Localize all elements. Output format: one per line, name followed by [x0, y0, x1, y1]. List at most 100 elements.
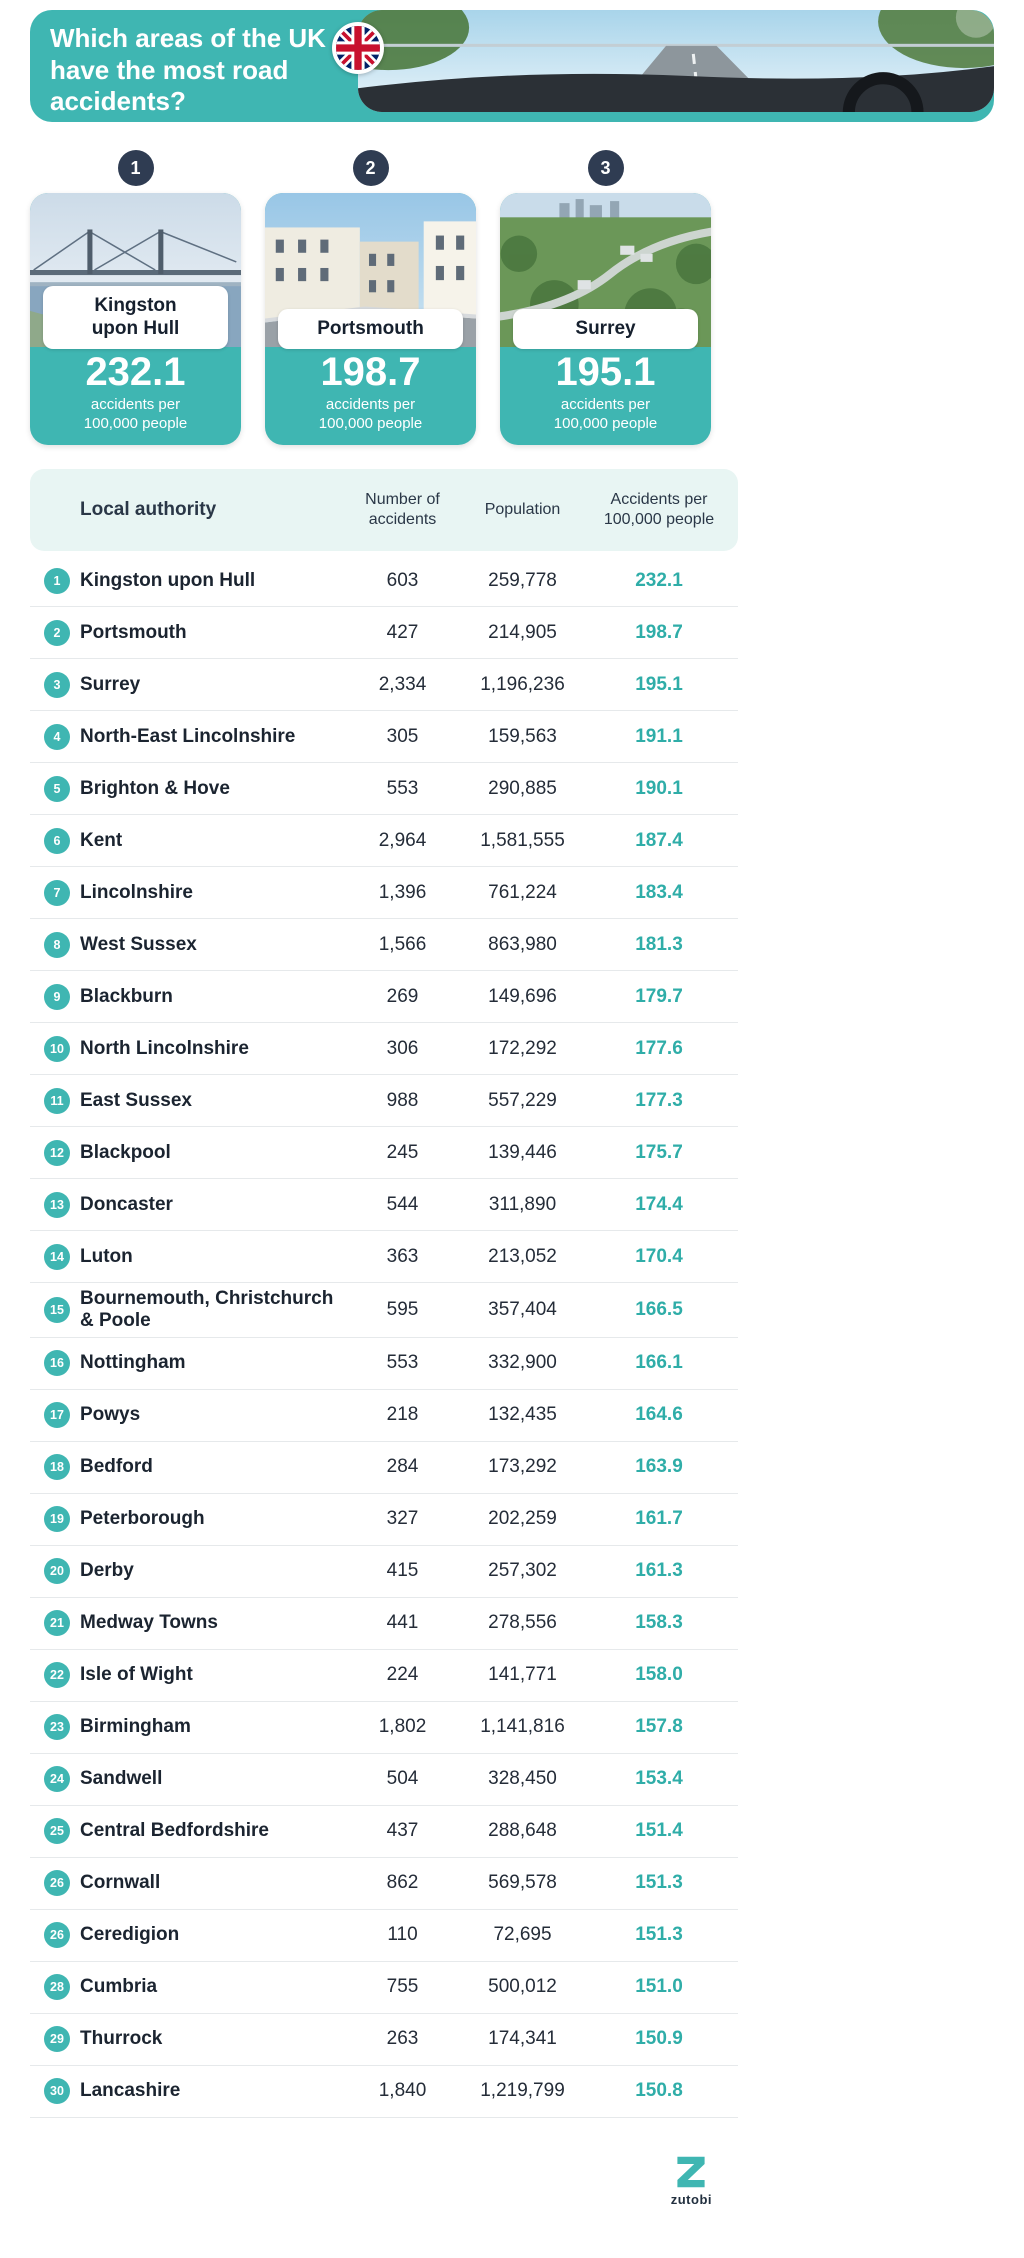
accidents-value: 110	[387, 1924, 418, 1946]
rank-badge: 24	[44, 1766, 70, 1793]
authority-cell: 11 East Sussex	[30, 1087, 340, 1114]
rate-value: 161.7	[635, 1508, 683, 1530]
rank-1-badge: 1	[117, 150, 154, 186]
table-row: 15 Bournemouth, Christchurch & Poole 595…	[30, 1283, 738, 1338]
authority-name: Brighton & Hove	[80, 777, 230, 799]
authority-cell: 26 Cornwall	[30, 1870, 340, 1897]
card-kingston-upon-hull: Kingston upon Hull 232.1 accidents per 1…	[30, 193, 241, 445]
card-stat: 232.1 accidents per 100,000 people	[30, 349, 241, 445]
rate-value: 151.0	[635, 1976, 683, 1998]
authority-cell: 17 Powys	[30, 1402, 340, 1429]
population-value: 290,885	[488, 777, 557, 799]
authority-name: Nottingham	[80, 1352, 186, 1374]
accidents-value: 1,396	[378, 881, 427, 903]
table-row: 17 Powys 218 132,435 164.6	[30, 1390, 738, 1442]
rank-badge: 20	[44, 1558, 70, 1585]
accidents-value: 306	[386, 1037, 419, 1059]
rank-badge: 10	[44, 1035, 70, 1062]
rate-value: 191.1	[635, 725, 683, 747]
authority-name: Lancashire	[80, 2080, 181, 2102]
accidents-value: 553	[386, 1352, 419, 1374]
authority-cell: 4 North-East Lincolnshire	[30, 723, 340, 750]
card-portsmouth: Portsmouth 198.7 accidents per 100,000 p…	[265, 193, 476, 445]
card-stat: 195.1 accidents per 100,000 people	[500, 349, 711, 445]
table-row: 5 Brighton & Hove 553 290,885 190.1	[30, 763, 738, 815]
table-row: 29 Thurrock 263 174,341 150.9	[30, 2014, 738, 2066]
accidents-value: 553	[386, 777, 419, 799]
table-row: 13 Doncaster 544 311,890 174.4	[30, 1179, 738, 1231]
authority-name: Blackburn	[80, 985, 173, 1007]
table-row: 30 Lancashire 1,840 1,219,799 150.8	[30, 2066, 738, 2118]
accident-rate-value: 195.1	[555, 350, 656, 394]
table-row: 20 Derby 415 257,302 161.3	[30, 1546, 738, 1598]
authority-name: North-East Lincolnshire	[80, 725, 296, 747]
rank-badge: 2	[44, 619, 70, 646]
footer: zutobi	[30, 2154, 738, 2207]
accident-rate-caption: accidents per 100,000 people	[553, 396, 658, 433]
rank-badge: 1	[44, 567, 70, 594]
authority-name: Kingston upon Hull	[80, 569, 256, 591]
rank-badge: 26	[44, 1922, 70, 1949]
table-row: 23 Birmingham 1,802 1,141,816 157.8	[30, 1702, 738, 1754]
authority-name: Isle of Wight	[80, 1664, 193, 1686]
population-value: 141,771	[488, 1664, 557, 1686]
accidents-value: 224	[386, 1664, 419, 1686]
authority-name: East Sussex	[80, 1089, 192, 1111]
accidents-value: 327	[386, 1508, 419, 1530]
authority-cell: 3 Surrey	[30, 671, 340, 698]
top-card-2: 2	[265, 150, 476, 445]
accidents-value: 427	[386, 621, 419, 643]
accident-rate-caption: accidents per 100,000 people	[83, 396, 188, 433]
authority-cell: 16 Nottingham	[30, 1350, 340, 1377]
accidents-value: 544	[386, 1193, 419, 1215]
rank-badge: 28	[44, 1974, 70, 2001]
accidents-value: 862	[386, 1872, 419, 1894]
population-value: 569,578	[488, 1872, 557, 1894]
rate-value: 175.7	[635, 1141, 683, 1163]
population-value: 213,052	[488, 1245, 557, 1267]
rankings-table: Local authority Number of accidents Popu…	[30, 469, 738, 2118]
rank-badge: 25	[44, 1818, 70, 1845]
rate-value: 161.3	[635, 1560, 683, 1582]
card-title: Surrey	[513, 308, 698, 349]
table-row: 26 Cornwall 862 569,578 151.3	[30, 1858, 738, 1910]
table-row: 12 Blackpool 245 139,446 175.7	[30, 1127, 738, 1179]
population-value: 132,435	[488, 1404, 557, 1426]
accidents-value: 284	[386, 1456, 419, 1478]
authority-cell: 22 Isle of Wight	[30, 1662, 340, 1689]
authority-cell: 25 Central Bedfordshire	[30, 1818, 340, 1845]
accidents-value: 755	[386, 1976, 419, 1998]
table-row: 10 North Lincolnshire 306 172,292 177.6	[30, 1023, 738, 1075]
table-row: 24 Sandwell 504 328,450 153.4	[30, 1754, 738, 1806]
rate-value: 198.7	[635, 621, 683, 643]
column-header-accidents: Number of accidents	[365, 490, 440, 528]
rank-badge: 8	[44, 931, 70, 958]
authority-name: Ceredigion	[80, 1924, 180, 1946]
accidents-value: 437	[386, 1820, 419, 1842]
rank-badge: 29	[44, 2026, 70, 2053]
rate-value: 177.3	[635, 1089, 683, 1111]
authority-cell: 18 Bedford	[30, 1454, 340, 1481]
population-value: 557,229	[488, 1089, 557, 1111]
authority-cell: 10 North Lincolnshire	[30, 1035, 340, 1062]
card-surrey: Surrey 195.1 accidents per 100,000 peopl…	[500, 193, 711, 445]
page-title: Which areas of the UK have the most road…	[50, 23, 326, 117]
authority-name: West Sussex	[80, 933, 197, 955]
population-value: 500,012	[488, 1976, 557, 1998]
rate-value: 166.5	[635, 1298, 683, 1320]
rank-badge: 4	[44, 723, 70, 750]
authority-name: Central Bedfordshire	[80, 1820, 269, 1842]
rate-value: 187.4	[635, 829, 683, 851]
table-row: 2 Portsmouth 427 214,905 198.7	[30, 607, 738, 659]
rate-value: 181.3	[635, 933, 683, 955]
table-body: 1 Kingston upon Hull 603 259,778 232.1 2…	[30, 555, 738, 2118]
rank-badge: 30	[44, 2078, 70, 2105]
authority-cell: 5 Brighton & Hove	[30, 775, 340, 802]
rank-badge: 9	[44, 983, 70, 1010]
population-value: 278,556	[488, 1612, 557, 1634]
rate-value: 157.8	[635, 1716, 683, 1738]
accidents-value: 363	[386, 1245, 419, 1267]
population-value: 863,980	[488, 933, 557, 955]
column-header-authority: Local authority	[80, 498, 217, 520]
